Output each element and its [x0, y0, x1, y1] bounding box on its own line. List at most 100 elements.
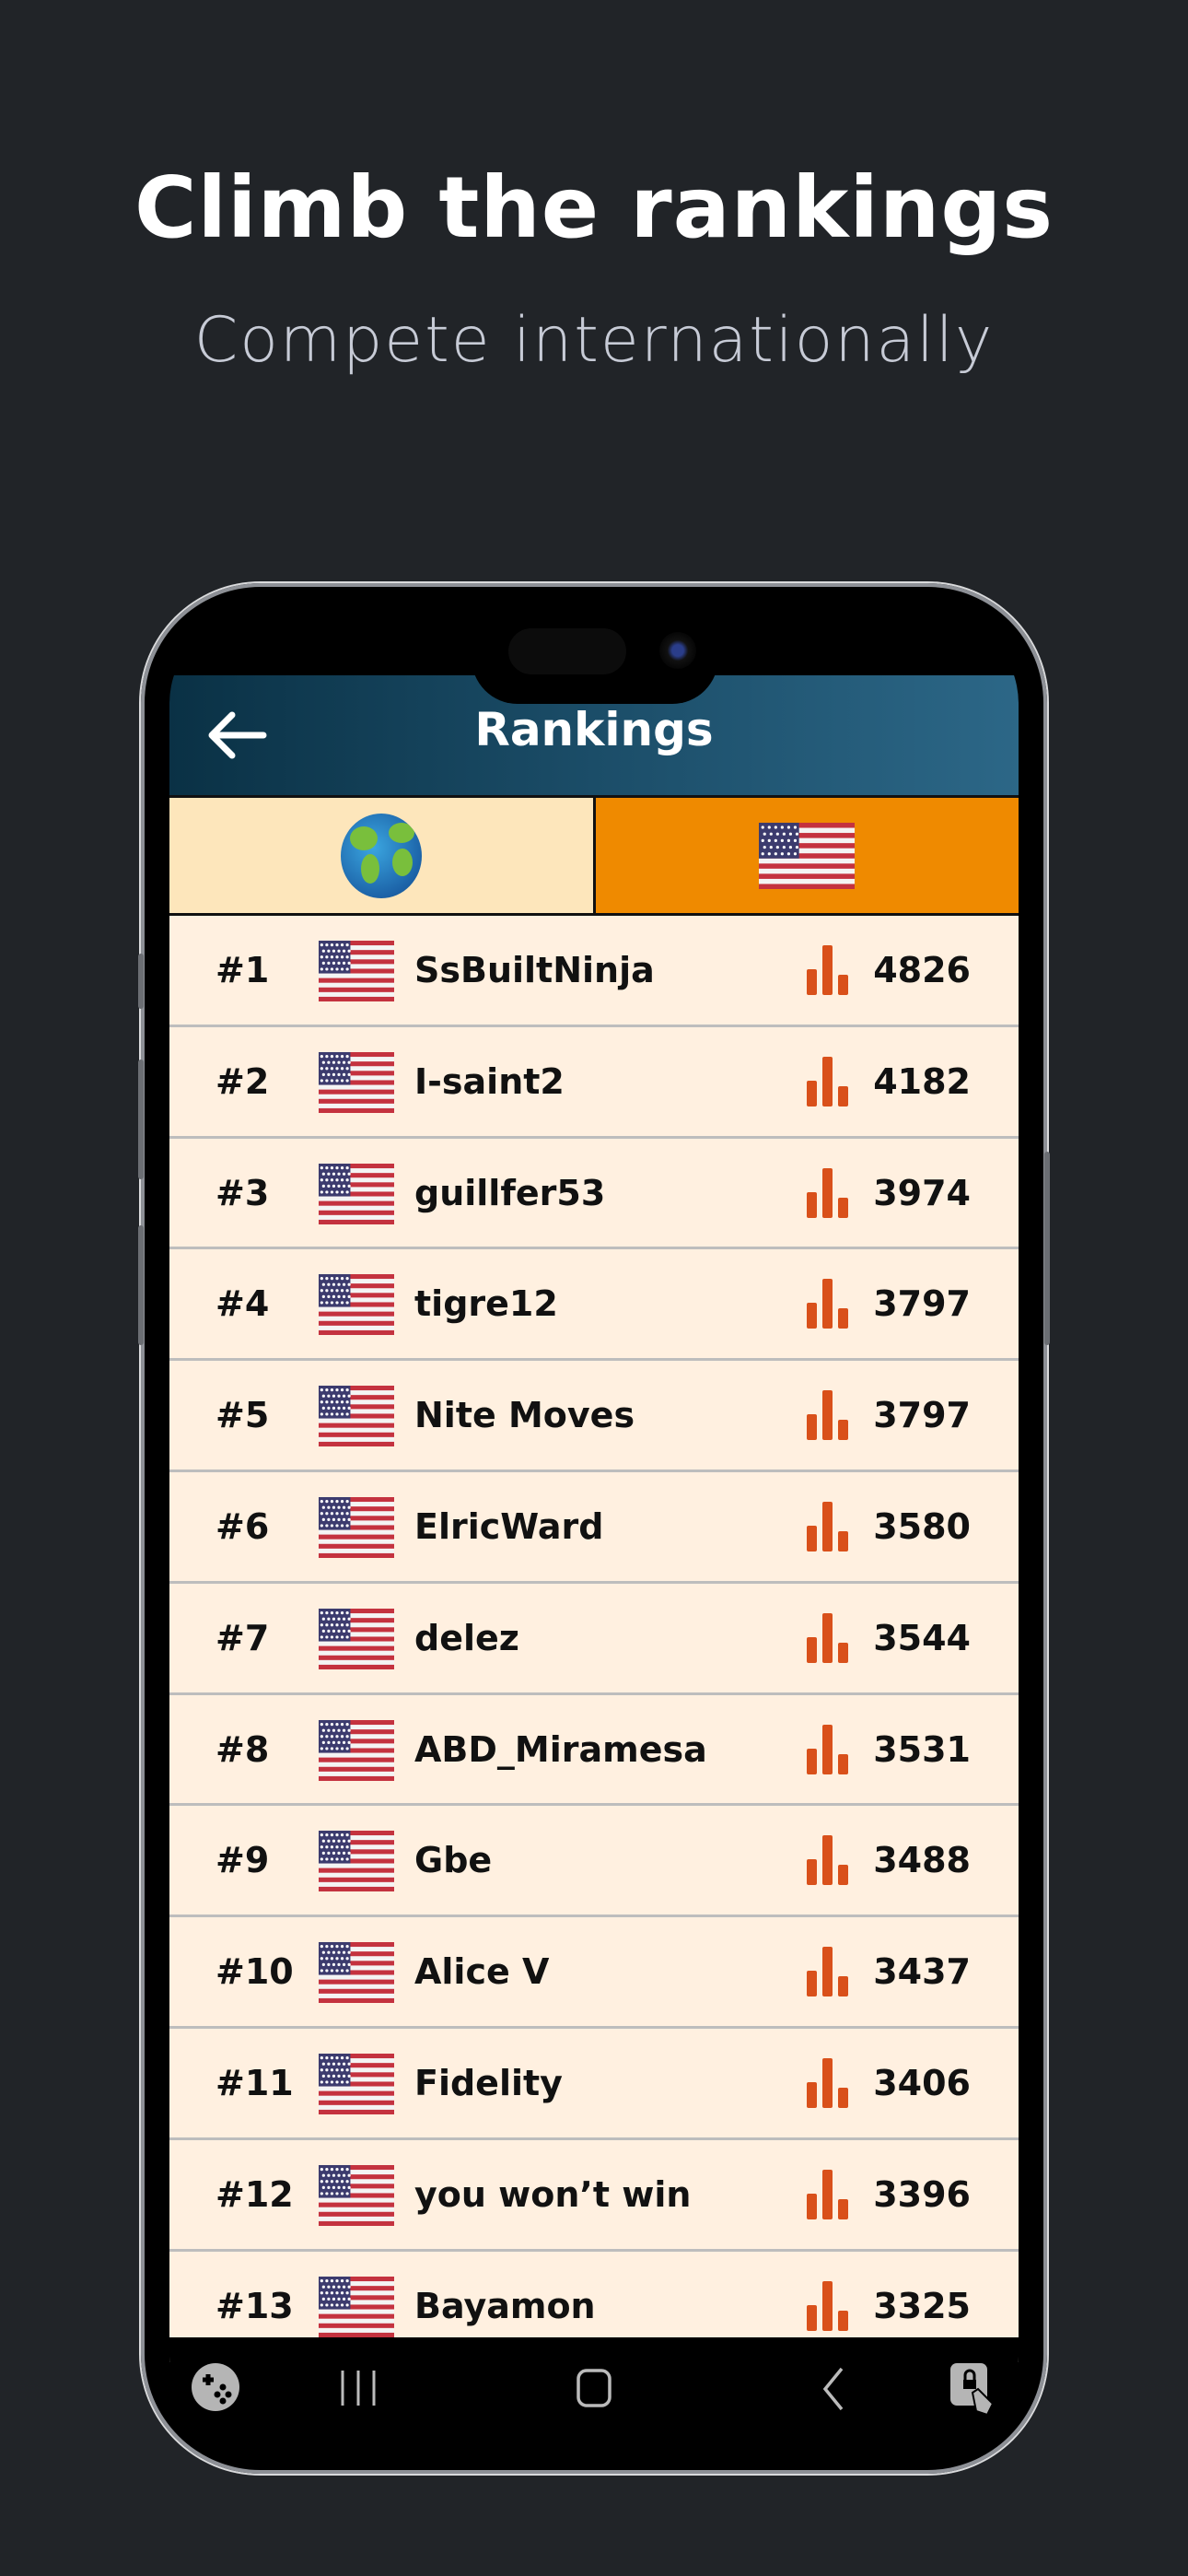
bar-chart-icon	[807, 1056, 849, 1107]
score-group: 3797	[807, 1249, 971, 1358]
ranking-row[interactable]: #5 Nite Moves 3797	[169, 1361, 1019, 1472]
bar-chart-icon	[807, 1501, 849, 1551]
player-score: 3488	[873, 1840, 971, 1881]
player-name: SsBuiltNinja	[414, 950, 655, 990]
bar-chart-icon	[807, 1947, 849, 1997]
bar-chart-icon	[807, 1612, 849, 1663]
bar-chart-icon	[807, 1279, 849, 1329]
player-score: 3437	[873, 1951, 971, 1993]
score-group: 3488	[807, 1806, 971, 1914]
player-score: 4182	[873, 1060, 971, 1102]
rank-label: #3	[215, 1172, 270, 1213]
page-title: Rankings	[474, 703, 714, 756]
ranking-row[interactable]: #3 guillfer53 3974	[169, 1138, 1019, 1250]
phone-side-button	[138, 954, 144, 1009]
camera-icon	[659, 632, 696, 669]
score-group: 4182	[807, 1027, 971, 1136]
system-nav-bar	[169, 2337, 1019, 2449]
rank-label: #10	[215, 1951, 294, 1993]
player-score: 3325	[873, 2285, 971, 2326]
us-flag-icon	[319, 1942, 394, 2004]
rank-label: #2	[215, 1060, 270, 1102]
bar-chart-icon	[807, 1167, 849, 1218]
score-group: 4826	[807, 916, 971, 1025]
home-icon[interactable]	[571, 2361, 617, 2413]
bar-chart-icon	[807, 1835, 849, 1886]
touch-lock-icon[interactable]	[945, 2361, 1000, 2418]
player-name: Alice V	[414, 1951, 550, 1993]
ranking-row[interactable]: #1 SsBuiltNinja 4826	[169, 916, 1019, 1027]
us-flag-icon	[319, 1719, 394, 1781]
score-group: 3406	[807, 2029, 971, 2137]
us-flag-icon	[319, 1496, 394, 1558]
ranking-row[interactable]: #12 you won’t win 3396	[169, 2139, 1019, 2252]
promo-title: Climb the rankings	[134, 158, 1054, 257]
player-name: tigre12	[414, 1283, 558, 1325]
us-flag-icon	[759, 822, 856, 889]
ranking-row[interactable]: #8 ABD_Miramesa 3531	[169, 1694, 1019, 1807]
us-flag-icon	[319, 1831, 394, 1892]
score-group: 3325	[807, 2252, 971, 2360]
player-name: Bayamon	[414, 2285, 596, 2326]
arrow-left-icon[interactable]	[204, 703, 269, 767]
player-name: ABD_Miramesa	[414, 1728, 707, 1770]
bar-chart-icon	[807, 2169, 849, 2219]
player-score: 3974	[873, 1172, 971, 1213]
ranking-row[interactable]: #2 I-saint2 4182	[169, 1026, 1019, 1139]
bar-chart-icon	[807, 2280, 849, 2331]
us-flag-icon	[319, 2276, 394, 2337]
score-group: 3544	[807, 1584, 971, 1692]
ranking-row[interactable]: #4 tigre12 3797	[169, 1249, 1019, 1362]
us-flag-icon	[319, 1386, 394, 1447]
player-name: I-saint2	[414, 1060, 565, 1102]
player-name: delez	[414, 1617, 519, 1658]
player-name: Nite Moves	[414, 1395, 635, 1436]
tab-usa[interactable]	[595, 798, 1019, 913]
rank-label: #12	[215, 2173, 294, 2215]
tab-world[interactable]	[169, 798, 596, 913]
us-flag-icon	[319, 2053, 394, 2114]
player-name: guillfer53	[414, 1172, 606, 1213]
player-name: you won’t win	[414, 2173, 692, 2215]
player-score: 4826	[873, 950, 971, 990]
rank-label: #11	[215, 2062, 294, 2103]
us-flag-icon	[319, 1163, 394, 1224]
recents-icon[interactable]	[337, 2361, 379, 2413]
score-group: 3580	[807, 1472, 971, 1581]
rankings-list[interactable]: #1 SsBuiltNinja 4826 #2 I-saint2 4182 #3 guillf…	[169, 916, 1019, 2363]
player-name: Gbe	[414, 1840, 493, 1881]
globe-icon	[340, 813, 422, 898]
bar-chart-icon	[807, 2057, 849, 2108]
score-group: 3396	[807, 2140, 971, 2249]
rank-label: #1	[215, 950, 270, 990]
ranking-row[interactable]: #6 ElricWard 3580	[169, 1471, 1019, 1584]
us-flag-icon	[319, 2164, 394, 2226]
player-score: 3396	[873, 2173, 971, 2215]
phone-volume-down	[138, 1225, 144, 1345]
phone-power-button	[1044, 1152, 1050, 1345]
rank-label: #4	[215, 1283, 270, 1325]
bar-chart-icon	[807, 945, 849, 995]
player-score: 3406	[873, 2062, 971, 2103]
player-score: 3531	[873, 1728, 971, 1770]
rank-label: #6	[215, 1505, 270, 1547]
us-flag-icon	[319, 1051, 394, 1113]
game-launcher-icon[interactable]	[190, 2361, 241, 2413]
score-group: 3974	[807, 1139, 971, 1247]
bar-chart-icon	[807, 1390, 849, 1441]
phone-volume-up	[138, 1060, 144, 1179]
ranking-row[interactable]: #10 Alice V 3437	[169, 1917, 1019, 2029]
ranking-row[interactable]: #9 Gbe 3488	[169, 1806, 1019, 1918]
rank-label: #9	[215, 1840, 270, 1881]
back-icon[interactable]	[814, 2361, 851, 2413]
us-flag-icon	[319, 1608, 394, 1669]
promo-subtitle: Compete internationally	[193, 304, 995, 377]
player-name: ElricWard	[414, 1505, 604, 1547]
ranking-row[interactable]: #11 Fidelity 3406	[169, 2028, 1019, 2140]
phone-screen: Rankings #1 SsBuiltNinja 4826 #2 I-saint2 418…	[169, 612, 1019, 2449]
dynamic-island	[472, 612, 718, 704]
us-flag-icon	[319, 1274, 394, 1336]
score-group: 3531	[807, 1695, 971, 1804]
ranking-row[interactable]: #7 delez 3544	[169, 1583, 1019, 1695]
rank-label: #7	[215, 1617, 270, 1658]
